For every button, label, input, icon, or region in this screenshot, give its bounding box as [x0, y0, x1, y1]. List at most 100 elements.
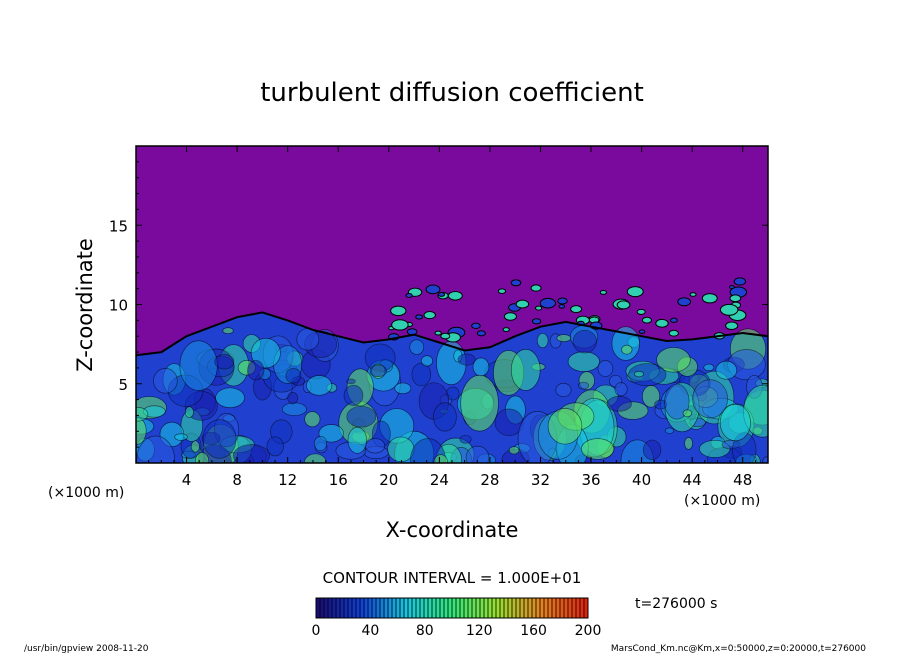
turbulent-eddy [642, 439, 662, 460]
x-tick-label: 4 [182, 471, 192, 489]
turbulent-eddy [555, 382, 572, 398]
turbulent-eddy [656, 347, 691, 373]
turbulent-cell [531, 318, 542, 325]
y-axis-label: Z-coordinate [73, 238, 97, 372]
turbulent-eddy [369, 364, 387, 378]
turbulent-cell [503, 312, 517, 321]
y-tick-label: 5 [118, 376, 128, 394]
turbulent-eddy [215, 387, 245, 409]
x-tick-label: 44 [683, 471, 702, 489]
turbulent-eddy [296, 328, 320, 351]
turbulent-eddy [692, 379, 728, 419]
turbulent-eddy [194, 452, 210, 463]
turbulent-cell [515, 299, 530, 309]
turbulent-eddy [628, 363, 667, 387]
x-tick-label: 32 [531, 471, 550, 489]
turbulent-cell [539, 297, 557, 309]
colorbar-tick-label: 0 [312, 623, 321, 639]
turbulent-eddy [346, 405, 377, 428]
turbulent-eddy [536, 332, 549, 349]
turbulent-eddy [411, 362, 432, 387]
x-tick-label: 36 [581, 471, 600, 489]
turbulent-eddy [634, 370, 644, 378]
turbulent-eddy [508, 446, 520, 455]
turbulent-eddy [190, 440, 200, 453]
turbulent-cell [447, 290, 463, 301]
turbulent-eddy [266, 436, 284, 457]
colorbar-contour-lines [319, 598, 585, 618]
turbulent-eddy [547, 407, 583, 445]
x-unit-right: (×1000 m) [684, 493, 760, 509]
turbulent-eddy [318, 424, 344, 443]
turbulent-eddy [343, 384, 364, 406]
contour-interval: CONTOUR INTERVAL = 1.000E+01 [323, 569, 582, 587]
turbulent-eddy [287, 391, 299, 405]
turbulent-eddy [364, 438, 386, 454]
turbulent-eddy [682, 409, 693, 418]
turbulent-eddy [420, 355, 434, 367]
turbulent-eddy [222, 327, 234, 335]
turbulent-cell [390, 305, 407, 317]
turbulent-eddy [304, 411, 321, 428]
turbulent-cell [725, 321, 739, 331]
turbulent-cell [406, 328, 418, 336]
turbulent-cell [733, 277, 747, 286]
turbulent-eddy [606, 396, 632, 412]
x-tick-label: 28 [480, 471, 499, 489]
turbulent-eddy [433, 454, 448, 463]
turbulent-cell [599, 289, 608, 295]
turbulent-eddy [394, 382, 412, 395]
turbulent-cell [440, 332, 451, 340]
turbulent-eddy [578, 381, 589, 390]
turbulent-eddy [684, 437, 693, 450]
turbulent-cell [415, 314, 423, 320]
x-tick-label: 48 [733, 471, 752, 489]
turbulent-cell [510, 279, 522, 287]
chart-title: turbulent diffusion coefficient [260, 78, 644, 108]
turbulent-eddy [597, 360, 614, 377]
turbulent-cell [719, 303, 739, 316]
turbulent-cell [701, 293, 718, 304]
turbulent-cell [616, 300, 631, 310]
turbulent-cell [669, 317, 678, 323]
x-tick-label: 24 [430, 471, 449, 489]
colorbar-tick-label: 200 [575, 623, 602, 639]
turbulent-eddy [664, 427, 675, 434]
turbulent-eddy [285, 368, 302, 384]
x-tick-label: 40 [632, 471, 651, 489]
time-label: t=276000 s [635, 596, 717, 612]
x-tick-label: 8 [232, 471, 242, 489]
x-axis-label: X-coordinate [386, 518, 519, 542]
turbulent-cell [476, 330, 486, 337]
turbulent-eddy [409, 339, 425, 355]
turbulent-eddy [433, 402, 457, 432]
y-tick-label: 10 [109, 297, 128, 315]
footer-program: /usr/bin/gpview 2008-11-20 [24, 644, 149, 654]
turbulent-eddy [664, 383, 690, 420]
footer-source: MarsCond_Km.nc@Km,x=0:50000,z=0:20000,t=… [611, 644, 866, 654]
turbulent-eddy [580, 438, 615, 460]
boundary-layer-contour [136, 311, 768, 357]
turbulent-cell [636, 308, 646, 315]
turbulent-eddy [233, 444, 270, 463]
y-tick-label: 15 [109, 217, 128, 235]
turbulent-eddy [556, 334, 572, 343]
turbulent-eddy [281, 402, 307, 416]
turbulent-eddy [460, 374, 499, 432]
turbulent-cell [558, 304, 566, 309]
x-tick-label: 16 [329, 471, 348, 489]
turbulent-cell [689, 292, 697, 297]
turbulent-eddy [719, 403, 751, 442]
colorbar-tick-label: 40 [361, 623, 379, 639]
turbulent-eddy [247, 360, 265, 381]
turbulent-eddy [202, 419, 237, 459]
turbulent-eddy [250, 337, 281, 369]
turbulent-eddy [174, 433, 188, 441]
turbulent-cell [729, 294, 742, 303]
turbulent-cell [391, 319, 409, 331]
turbulent-cell [434, 330, 442, 336]
turbulent-cell [668, 329, 679, 337]
x-tick-label: 20 [379, 471, 398, 489]
turbulent-cell [437, 291, 446, 297]
